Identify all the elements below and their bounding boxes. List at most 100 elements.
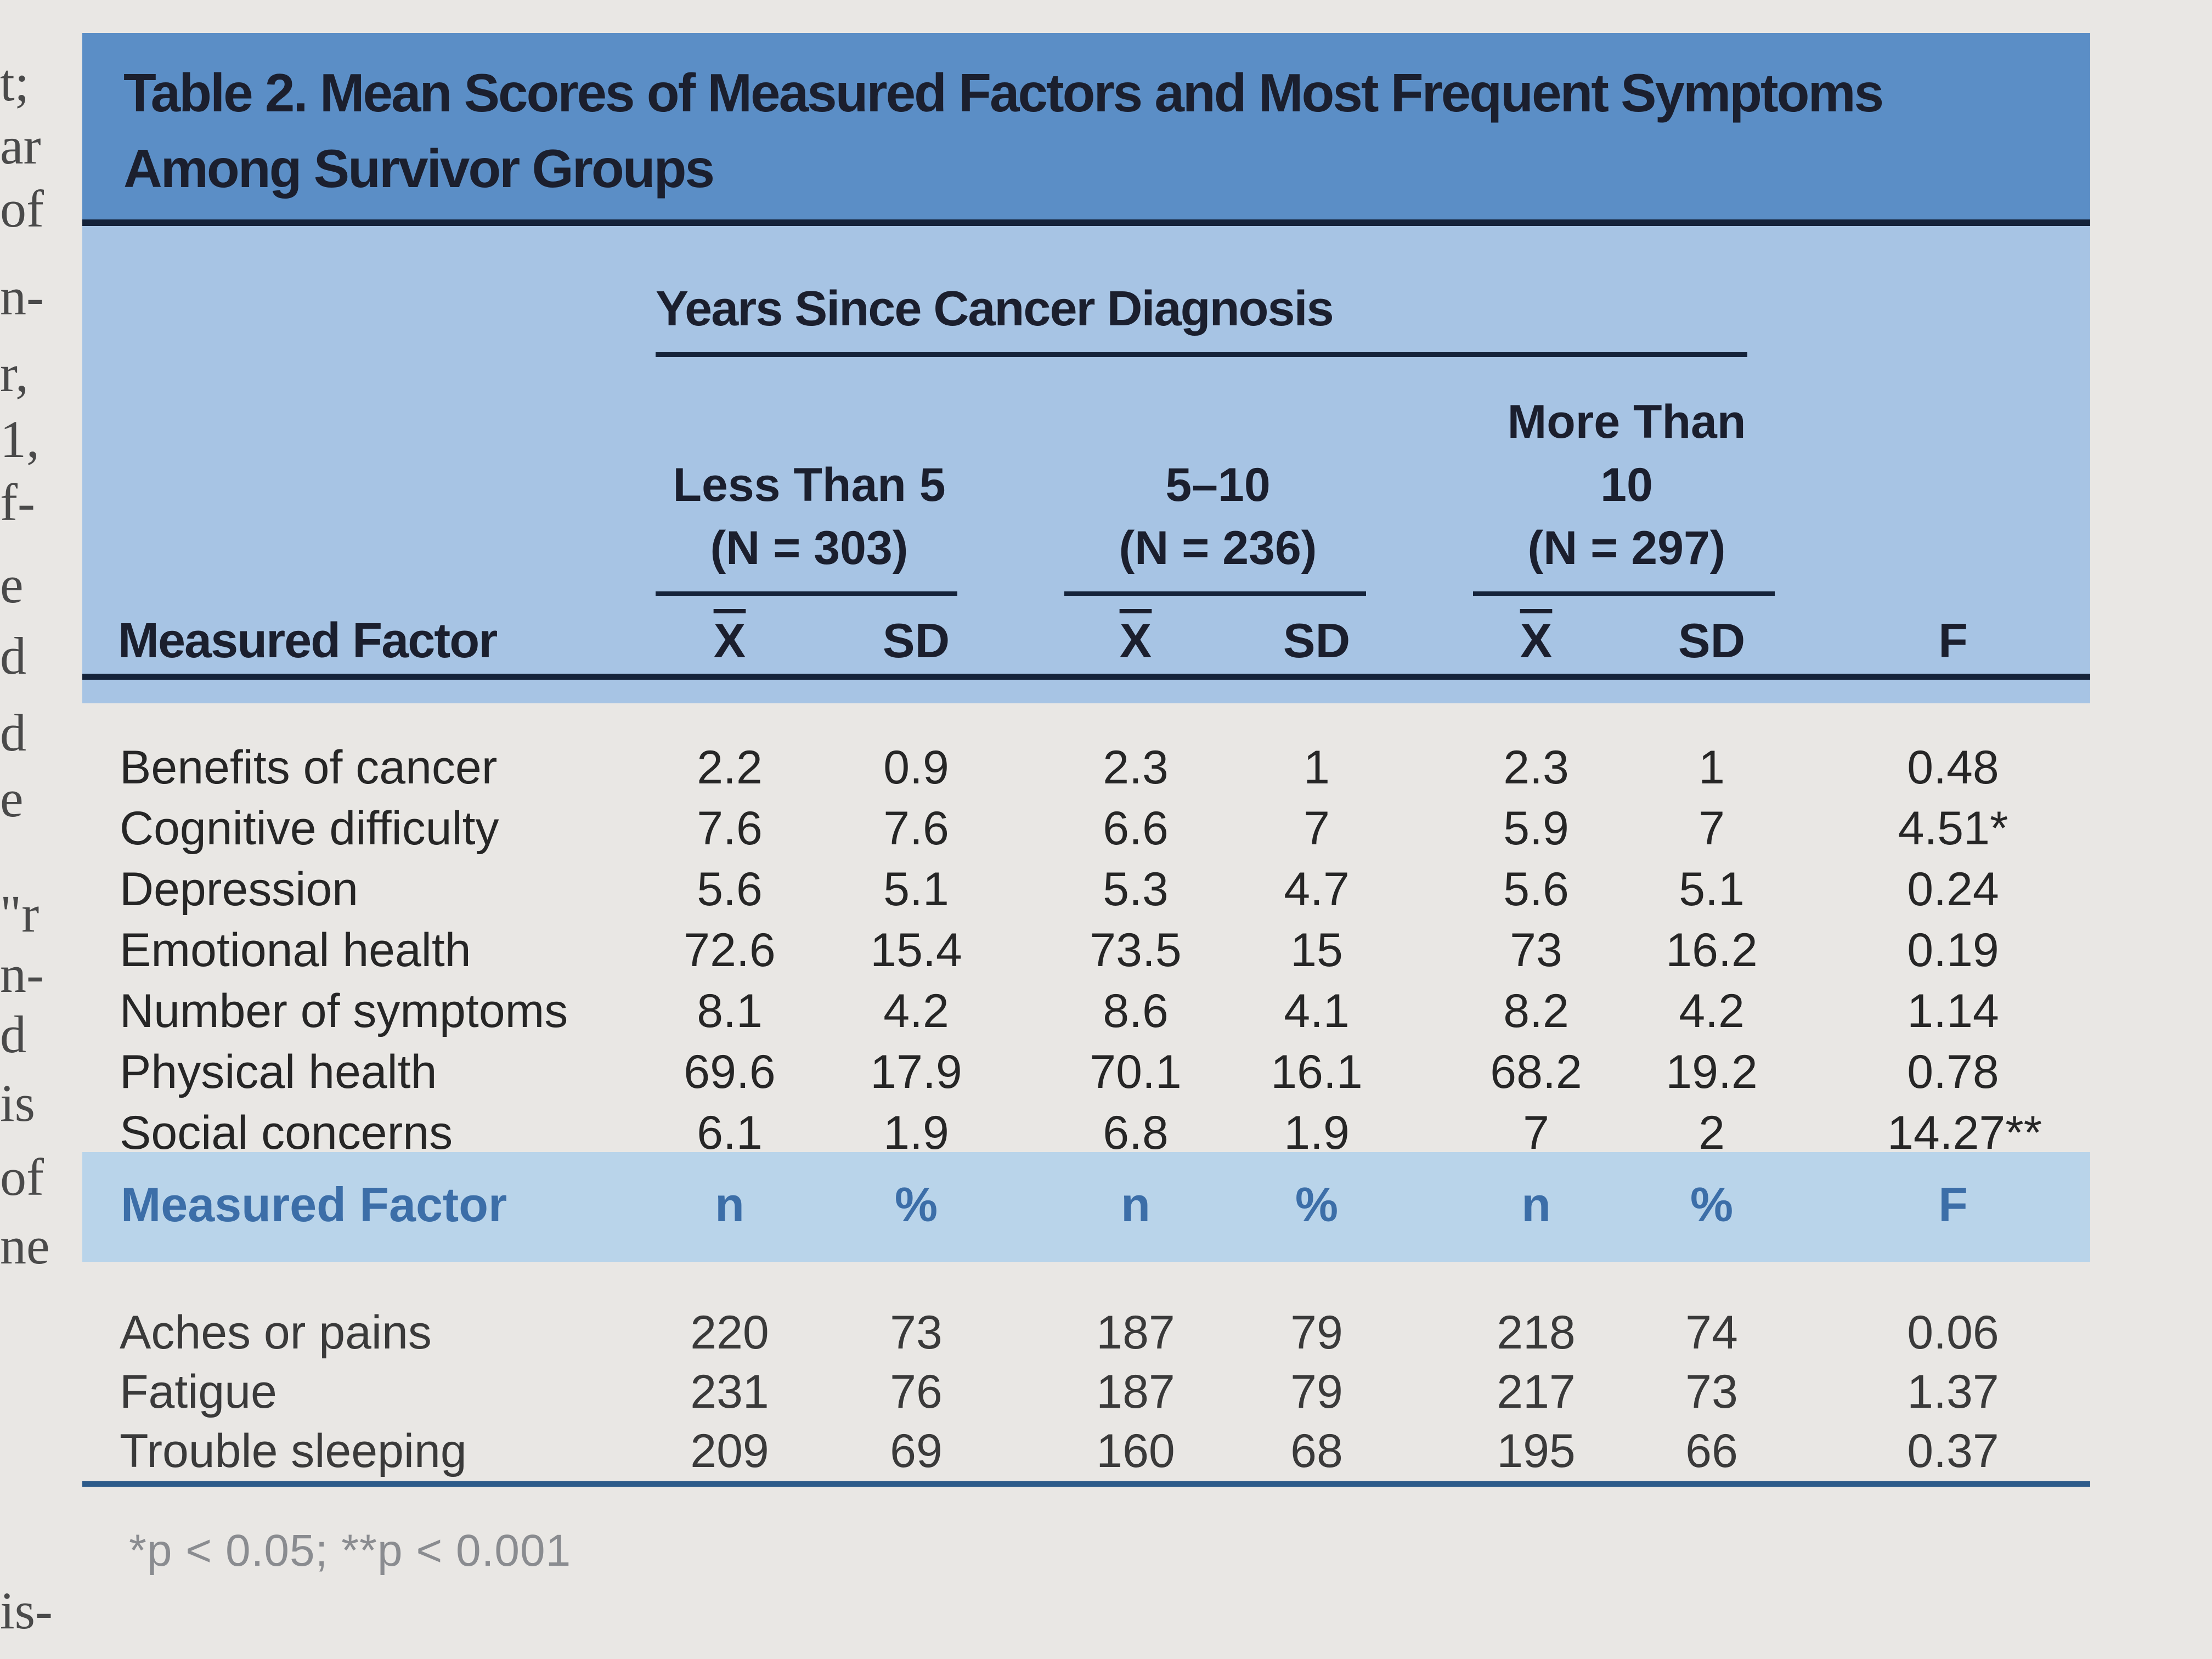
header-band: Years Since Cancer Diagnosis Less Than 5…: [82, 226, 2090, 703]
value-cell: 73: [1685, 1365, 1738, 1418]
f-value-cell: 0.78: [1907, 1046, 1999, 1098]
row-label: Aches or pains: [120, 1306, 432, 1359]
table-row: Cognitive difficulty 7.6 7.6 6.6 7 5.9 7 4.51*: [82, 802, 2090, 862]
value-cell: 2.3: [1103, 741, 1169, 794]
value-cell: 195: [1497, 1425, 1576, 1477]
value-cell: 4.2: [1679, 985, 1745, 1037]
margin-fragment: t;: [0, 53, 30, 112]
table-title: Table 2. Mean Scores of Measured Factors…: [123, 63, 1884, 199]
section2-header-band: Measured Factor n % n % n % F: [82, 1152, 2090, 1262]
value-cell: 231: [690, 1365, 769, 1418]
value-cell: 8.6: [1103, 985, 1169, 1037]
value-cell: 7.6: [883, 802, 949, 855]
f-value-cell: 1.37: [1907, 1365, 1999, 1418]
table-row: Social concerns 6.1 1.9 6.8 1.9 7 2 14.27**: [82, 1106, 2090, 1166]
row-label: Emotional health: [120, 924, 471, 977]
value-cell: 15.4: [870, 924, 962, 977]
table-row: Physical health 69.6 17.9 70.1 16.1 68.2 19.2 0…: [82, 1045, 2090, 1105]
value-cell: 2.3: [1503, 741, 1569, 794]
value-cell: 2.2: [697, 741, 763, 794]
measured-factor-header: Measured Factor: [118, 613, 498, 668]
table-row: Benefits of cancer 2.2 0.9 2.3 1 2.3 1 0.48: [82, 741, 2090, 801]
percent-header: %: [894, 1177, 938, 1232]
row-label: Depression: [120, 863, 358, 916]
f-value-cell: 0.19: [1907, 924, 1999, 977]
value-cell: 68.2: [1490, 1046, 1582, 1098]
value-cell: 70.1: [1090, 1046, 1182, 1098]
measured-factor-header: Measured Factor: [121, 1177, 507, 1232]
data-table: Table 2. Mean Scores of Measured Factors…: [82, 33, 2090, 1576]
value-cell: 2: [1699, 1107, 1725, 1159]
margin-fragment: "r: [0, 884, 40, 943]
row-label: Benefits of cancer: [120, 741, 498, 794]
value-cell: 220: [690, 1306, 769, 1359]
value-cell: 7: [1304, 802, 1330, 855]
value-cell: 5.1: [883, 863, 949, 916]
margin-fragment: is: [0, 1074, 36, 1132]
group-5-10: 5–10 (N = 236): [1119, 459, 1317, 574]
value-cell: 6.6: [1103, 802, 1169, 855]
f-value-cell: 0.06: [1907, 1306, 1999, 1359]
margin-fragment: n-: [0, 945, 44, 1003]
row-label: Physical health: [120, 1046, 437, 1098]
value-cell: 187: [1096, 1306, 1175, 1359]
f-header: F: [1938, 1177, 1968, 1232]
value-cell: 1.9: [1284, 1107, 1350, 1159]
row-label: Social concerns: [120, 1107, 453, 1159]
group-header: Years Since Cancer Diagnosis: [656, 281, 1334, 336]
value-cell: 5.9: [1503, 802, 1569, 855]
margin-fragment: 1,: [0, 410, 40, 469]
n-header: n: [1121, 1177, 1150, 1232]
value-cell: 1: [1699, 741, 1725, 794]
percent-header: %: [1295, 1177, 1339, 1232]
group-more-than-10: More Than 10 (N = 297): [1507, 396, 1746, 574]
value-cell: 16.1: [1271, 1046, 1363, 1098]
value-cell: 69.6: [684, 1046, 776, 1098]
value-cell: 79: [1290, 1365, 1343, 1418]
value-cell: 72.6: [684, 924, 776, 977]
margin-fragment: r,: [0, 344, 29, 403]
row-label: Number of symptoms: [120, 985, 568, 1037]
f-value-cell: 4.51*: [1898, 802, 2008, 855]
table-row: Emotional health 72.6 15.4 73.5 15 73 16.2 0.19: [82, 923, 2090, 984]
value-cell: 1.9: [883, 1107, 949, 1159]
f-value-cell: 0.37: [1907, 1425, 1999, 1477]
sd-header: SD: [1678, 613, 1746, 668]
n-header: n: [715, 1177, 744, 1232]
left-margin-text: t; ar of n- r, 1, f- e d d e "r n- d is …: [0, 0, 82, 1659]
sd-header: SD: [1283, 613, 1351, 668]
value-cell: 7: [1699, 802, 1725, 855]
margin-fragment: ne: [0, 1216, 50, 1275]
table-bottom-rule: [82, 1481, 2090, 1487]
percent-header: %: [1690, 1177, 1734, 1232]
value-cell: 1: [1304, 741, 1330, 794]
mean-header: X: [713, 613, 746, 668]
table-row: Trouble sleeping 209 69 160 68 195 66 0.37: [82, 1424, 2090, 1485]
margin-fragment: ar: [0, 116, 41, 175]
sd-header: SD: [882, 613, 950, 668]
table-row: Number of symptoms 8.1 4.2 8.6 4.1 8.2 4.2 1.14: [82, 984, 2090, 1045]
value-cell: 5.3: [1103, 863, 1169, 916]
mean-header: X: [1520, 613, 1553, 668]
f-value-cell: 1.14: [1907, 985, 1999, 1037]
value-cell: 7: [1523, 1107, 1549, 1159]
title-band: Table 2. Mean Scores of Measured Factors…: [82, 33, 2090, 222]
value-cell: 209: [690, 1425, 769, 1477]
group-less-than-5: Less Than 5 (N = 303): [673, 459, 946, 574]
value-cell: 4.2: [883, 985, 949, 1037]
margin-fragment: d: [0, 703, 26, 762]
value-cell: 69: [890, 1425, 943, 1477]
n-header: n: [1521, 1177, 1551, 1232]
value-cell: 15: [1290, 924, 1343, 977]
margin-fragment: d: [0, 1005, 26, 1064]
margin-fragment: f-: [0, 473, 35, 532]
value-cell: 5.6: [697, 863, 763, 916]
margin-fragment: e: [0, 769, 24, 828]
f-value-cell: 0.48: [1907, 741, 1999, 794]
table-row: Depression 5.6 5.1 5.3 4.7 5.6 5.1 0.24: [82, 862, 2090, 923]
row-label: Cognitive difficulty: [120, 802, 499, 855]
value-cell: 160: [1096, 1425, 1175, 1477]
table-row: Fatigue 231 76 187 79 217 73 1.37: [82, 1365, 2090, 1425]
margin-fragment: of: [0, 179, 44, 238]
value-cell: 17.9: [870, 1046, 962, 1098]
